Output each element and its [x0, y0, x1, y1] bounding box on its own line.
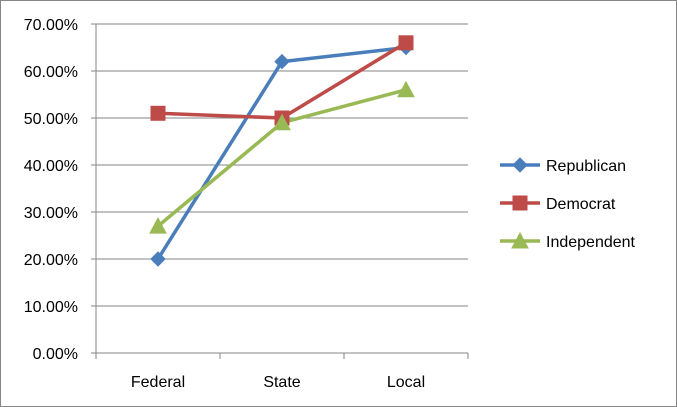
x-tick-labels: Federal State Local [131, 374, 425, 391]
y-tick-label: 60.00% [24, 64, 78, 81]
data-point-democrat [150, 105, 166, 121]
data-point-independent [273, 113, 291, 131]
axes [91, 23, 469, 359]
x-tick-label: Local [387, 374, 425, 391]
y-tick-label: 20.00% [24, 252, 78, 269]
series-line-republican [156, 45, 408, 261]
y-tick-label: 0.00% [33, 346, 78, 363]
data-point-republican [150, 251, 166, 267]
legend-label-democrat: Democrat [546, 196, 616, 213]
y-tick-label: 10.00% [24, 299, 78, 316]
series-line-independent [156, 88, 408, 228]
series-markers [149, 35, 415, 267]
legend-label-independent: Independent [546, 234, 636, 251]
data-point-independent [149, 217, 167, 234]
series-lines [156, 41, 408, 261]
legend-marker-democrat [512, 195, 528, 211]
legend-marker-republican [512, 157, 528, 173]
y-tick-label: 40.00% [24, 158, 78, 175]
data-point-independent [397, 80, 415, 98]
x-tick-label: Federal [131, 374, 185, 391]
x-tick-label: State [263, 374, 300, 391]
data-point-democrat [398, 35, 414, 51]
y-tick-label: 30.00% [24, 205, 78, 222]
y-tick-label: 50.00% [24, 111, 78, 128]
y-tick-label: 70.00% [24, 17, 78, 34]
data-point-republican [274, 53, 290, 70]
y-tick-labels: 0.00% 10.00% 20.00% 30.00% 40.00% 50.00% 60.00… [24, 17, 78, 363]
legend-label-republican: Republican [546, 158, 626, 175]
legend: Republican Democrat Independent [500, 157, 636, 251]
legend-marker-independent [511, 231, 529, 249]
